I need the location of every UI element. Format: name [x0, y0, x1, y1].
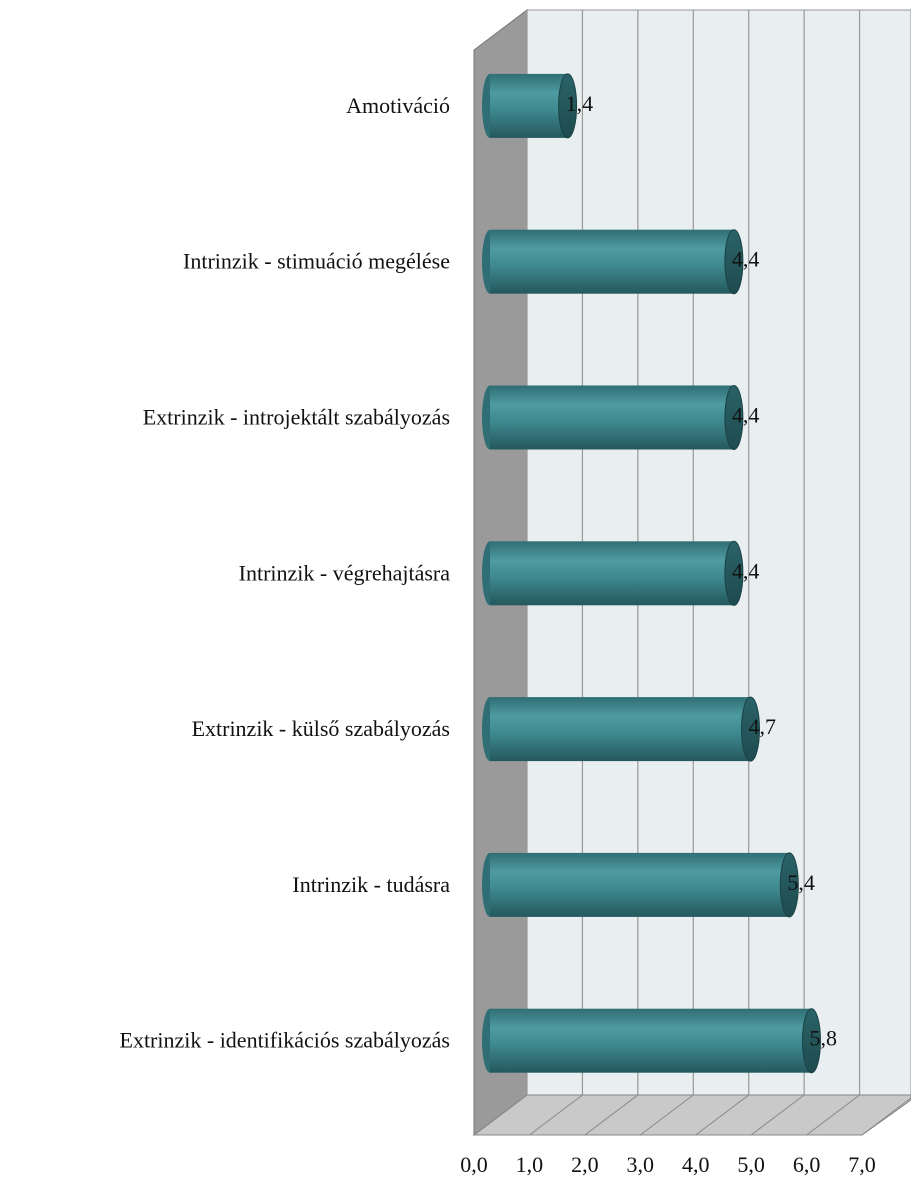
floor-grid-line: [529, 1094, 583, 1136]
floor-grid-line: [695, 1094, 750, 1136]
bar: [490, 385, 734, 450]
value-label: 4,4: [732, 403, 760, 428]
x-tick-label: 7,0: [848, 1152, 876, 1177]
x-tick-label: 0,0: [460, 1152, 488, 1177]
category-label: Intrinzik - stimuáció megélése: [183, 249, 450, 274]
value-label: 5,4: [787, 870, 815, 895]
bar-end-cap: [724, 229, 744, 295]
bar: [490, 697, 751, 762]
category-label: Amotiváció: [346, 93, 450, 118]
floor-grid-line: [861, 1097, 911, 1136]
category-label: Intrinzik - végrehajtásra: [239, 560, 451, 585]
bar-end-cap: [779, 852, 799, 918]
category-label: Intrinzik - tudásra: [292, 872, 450, 897]
floor: [472, 1094, 911, 1136]
bar: [490, 229, 734, 294]
category-label: Extrinzik - külső szabályozás: [192, 716, 450, 741]
bar: [490, 852, 790, 917]
x-tick-label: 2,0: [571, 1152, 599, 1177]
floor-grid-line: [806, 1094, 860, 1136]
category-label: Extrinzik - identifikációs szabályozás: [120, 1028, 451, 1053]
floor-grid-line: [750, 1094, 805, 1136]
value-label: 5,8: [809, 1026, 837, 1051]
bar-end-cap: [741, 696, 761, 762]
bar: [490, 1008, 812, 1073]
floor-grid-line: [473, 1094, 528, 1136]
x-tick-label: 1,0: [516, 1152, 544, 1177]
x-tick-label: 4,0: [682, 1152, 710, 1177]
bar-end-cap: [801, 1008, 821, 1074]
value-label: 4,4: [732, 558, 760, 583]
bars: [482, 73, 821, 1074]
value-label: 4,7: [749, 714, 777, 739]
bar: [490, 541, 734, 606]
x-tick-label: 6,0: [793, 1152, 821, 1177]
value-label: 4,4: [732, 247, 760, 272]
x-tick-label: 5,0: [737, 1152, 765, 1177]
category-label: Extrinzik - introjektált szabályozás: [143, 405, 450, 430]
floor-grid-line: [584, 1094, 639, 1136]
value-label: 1,4: [566, 91, 594, 116]
bar-end-cap: [724, 385, 744, 450]
x-tick-label: 3,0: [627, 1152, 655, 1177]
bar: [490, 73, 568, 138]
floor-grid-line: [639, 1094, 694, 1136]
bar-end-cap: [558, 73, 578, 139]
bar-end-cap: [724, 540, 744, 606]
